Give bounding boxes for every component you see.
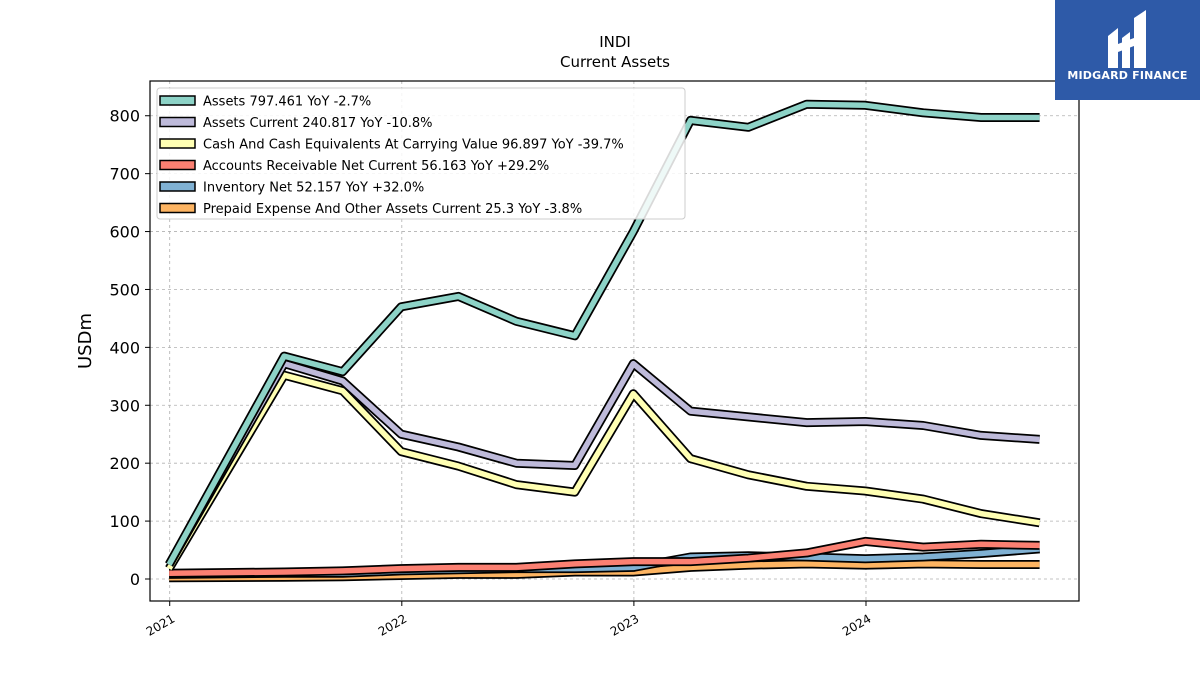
chart-title: INDI xyxy=(599,33,631,51)
legend-swatch xyxy=(159,116,196,128)
x-tick-label: 2024 xyxy=(840,611,873,638)
x-tick-label: 2022 xyxy=(376,611,409,638)
y-tick-label: 600 xyxy=(109,223,140,242)
legend-swatch xyxy=(159,181,196,192)
legend-entry: Accounts Receivable Net Current 56.163 Y… xyxy=(203,159,549,174)
legend-box xyxy=(156,87,686,220)
y-tick-label: 200 xyxy=(109,454,140,473)
brand-name: MIDGARD FINANCE xyxy=(1067,69,1188,82)
brand-logo: MIDGARD FINANCE xyxy=(1055,0,1200,100)
legend-entry: Inventory Net 52.157 YoY +32.0% xyxy=(203,181,424,196)
legend: Assets 797.461 YoY -2.7% Assets Current 2… xyxy=(156,87,686,220)
legend-entry: Assets 797.461 YoY -2.7% xyxy=(203,95,371,110)
legend-entry: Cash And Cash Equivalents At Carrying Va… xyxy=(203,138,624,153)
legend-swatch xyxy=(159,138,196,149)
x-tick-label: 2023 xyxy=(608,611,641,638)
axes: 0 100 200 300 400 500 600 700 800 2021 2022 2023 202… xyxy=(109,107,873,639)
legend-swatch xyxy=(159,159,196,171)
series-line xyxy=(166,372,1041,571)
y-tick-label: 300 xyxy=(109,396,140,415)
legend-swatch xyxy=(159,202,196,214)
y-tick-label: 400 xyxy=(109,338,140,357)
legend-entry: Assets Current 240.817 YoY -10.8% xyxy=(203,116,433,131)
y-tick-label: 800 xyxy=(109,107,140,126)
series-lines xyxy=(165,99,1041,583)
series-line xyxy=(166,360,1040,566)
series-line-outline xyxy=(165,359,1040,567)
y-tick-label: 500 xyxy=(109,280,140,299)
series-line xyxy=(169,538,1040,576)
y-tick-label: 700 xyxy=(109,165,140,184)
y-tick-label: 100 xyxy=(109,512,140,531)
chart-subtitle: Current Assets xyxy=(560,53,670,71)
series-line-outline xyxy=(165,370,1041,571)
y-tick-label: 0 xyxy=(130,570,140,589)
x-tick-label: 2021 xyxy=(144,611,177,638)
series-line xyxy=(166,101,1040,566)
brand-mark-icon xyxy=(1108,10,1146,68)
legend-entry: Prepaid Expense And Other Assets Current… xyxy=(203,202,582,217)
plot-frame xyxy=(149,80,1080,602)
legend-swatch xyxy=(159,95,196,106)
y-axis-label: USDm xyxy=(75,313,96,369)
